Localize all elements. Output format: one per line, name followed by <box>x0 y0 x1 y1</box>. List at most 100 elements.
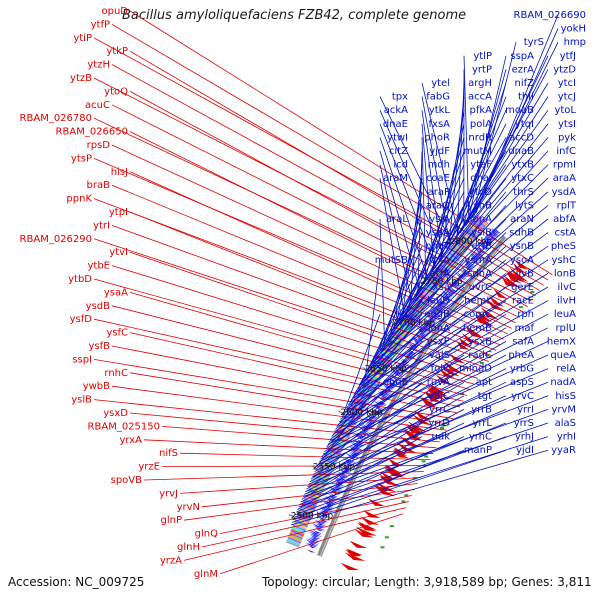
cog-block <box>301 504 315 512</box>
right-gene-label: pyk <box>558 132 576 143</box>
right-label-connector <box>362 259 465 379</box>
right-gene-label: lonB <box>554 268 576 279</box>
left-label-connector <box>111 104 524 313</box>
right-gene-label: hisS <box>555 391 576 402</box>
forward-gene-arrow <box>430 306 442 314</box>
right-label-connector <box>365 259 381 374</box>
left-gene-label: ysxD <box>103 408 128 419</box>
cog-block <box>449 249 462 259</box>
left-label-connector <box>129 372 450 425</box>
left-label-connector <box>129 251 482 374</box>
tick-mark <box>288 514 295 518</box>
forward-gene-arrow <box>308 545 317 549</box>
right-gene-label: icd <box>393 160 408 171</box>
reverse-gene-arrow <box>393 447 408 455</box>
right-gene-label: obgE <box>383 377 408 388</box>
forward-gene-arrow <box>400 361 409 366</box>
forward-gene-arrow <box>320 509 331 514</box>
tick-mark <box>447 239 453 244</box>
tick-mark <box>338 410 344 415</box>
right-gene-label: argH <box>468 78 492 89</box>
right-gene-label: fxsA <box>429 119 451 130</box>
right-gene-label: engB <box>424 309 450 320</box>
right-gene-label: yjdI <box>516 445 534 456</box>
right-label-connector <box>453 82 549 243</box>
right-gene-label: ytwI <box>387 132 408 143</box>
cog-block <box>300 505 315 513</box>
cog-block <box>356 393 370 402</box>
right-gene-label: hemX <box>547 336 576 347</box>
right-gene-label: ytkL <box>429 105 451 116</box>
right-gene-label: sdhB <box>509 228 534 239</box>
rna-marker <box>384 536 389 539</box>
reverse-gene-arrow <box>403 428 421 438</box>
right-gene-label: yrrL <box>472 418 492 429</box>
tick-label: 2750 kbp <box>420 277 463 287</box>
forward-gene-arrow <box>478 243 489 252</box>
reverse-gene-arrow <box>405 424 423 435</box>
right-label-connector <box>379 110 445 256</box>
right-label-connector <box>421 137 427 280</box>
forward-gene-arrow <box>307 541 319 547</box>
right-gene-label: yrhI <box>557 432 576 443</box>
forward-gene-arrow <box>309 533 321 538</box>
reverse-gene-arrow <box>357 522 377 532</box>
reverse-gene-arrow <box>439 368 455 378</box>
rna-marker <box>401 500 406 503</box>
right-label-connector <box>341 313 423 418</box>
right-gene-label: yokH <box>561 24 586 35</box>
left-gene-label: ytzH <box>87 60 110 71</box>
right-label-connector <box>379 96 453 245</box>
left-label-connector <box>201 483 418 508</box>
right-gene-label: xsa <box>433 282 450 293</box>
right-label-connector <box>405 164 549 311</box>
left-gene-label: RBAM_025150 <box>88 421 160 432</box>
cog-block <box>439 263 452 273</box>
right-gene-label: maf <box>515 323 535 334</box>
right-gene-label: yrrC <box>429 404 450 415</box>
genome-title: Bacillus amyloliquefaciens FZB42, comple… <box>122 8 467 23</box>
right-gene-label: alaS <box>555 418 576 429</box>
left-gene-label: ppnK <box>66 194 92 205</box>
left-label-connector <box>129 91 528 307</box>
cog-block <box>288 535 302 543</box>
right-gene-label: ytoL <box>554 105 576 116</box>
left-gene-label: yslB <box>71 395 92 406</box>
right-gene-label: ysxB <box>468 336 492 347</box>
right-gene-label: thrS <box>513 187 534 198</box>
left-gene-label: ytzB <box>70 73 92 84</box>
tick-label: 2650 kbp <box>365 364 408 374</box>
right-gene-label: yrtP <box>472 64 492 75</box>
left-label-connector <box>129 131 516 324</box>
left-label-connector <box>201 501 409 548</box>
right-label-connector <box>310 395 423 480</box>
right-label-connector <box>344 300 549 413</box>
right-gene-label: trxA <box>429 255 450 266</box>
right-label-connector <box>379 137 428 278</box>
left-gene-label: braB <box>87 180 111 191</box>
right-label-connector <box>333 327 507 433</box>
left-gene-label: yrxA <box>119 435 142 446</box>
forward-gene-arrow <box>450 286 459 293</box>
right-gene-label: queA <box>550 350 576 361</box>
right-gene-label: racE <box>512 296 534 307</box>
left-label-connector <box>143 471 424 481</box>
forward-gene-arrow <box>334 482 344 487</box>
forward-gene-arrow <box>483 239 493 247</box>
cog-block <box>326 450 340 458</box>
right-gene-label: lonA <box>428 323 450 334</box>
left-gene-label: glnM <box>194 569 218 580</box>
rna-marker <box>479 361 484 364</box>
cog-block <box>287 538 301 545</box>
right-gene-label: accA <box>468 92 492 103</box>
right-label-connector <box>406 164 507 308</box>
reverse-gene-arrow <box>477 311 493 323</box>
right-gene-label: araM <box>383 173 408 184</box>
cog-block <box>418 292 432 302</box>
right-label-connector <box>358 273 423 386</box>
reverse-gene-arrow <box>488 295 505 307</box>
right-label-connector <box>313 381 507 475</box>
reverse-gene-arrow <box>411 414 433 426</box>
left-gene-label: RBAM_026290 <box>20 234 92 245</box>
forward-gene-arrow <box>322 500 335 507</box>
